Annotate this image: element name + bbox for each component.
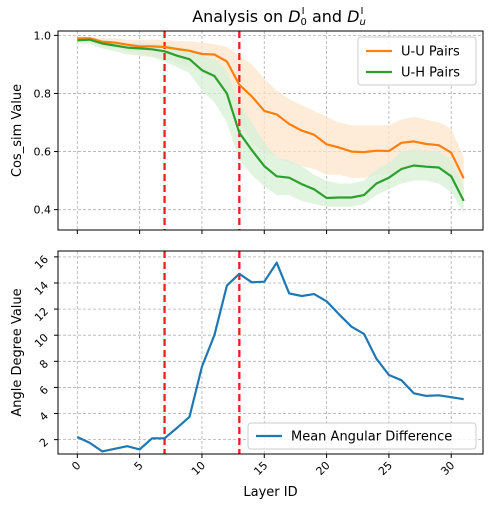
y-tick-label: 8 xyxy=(37,357,51,371)
figure-title: Analysis on DI 0 and DI u xyxy=(192,6,366,28)
x-tick-label: 25 xyxy=(376,459,395,478)
series-line xyxy=(77,38,465,202)
angle-vlines xyxy=(163,251,241,454)
y-tick-label: 2 xyxy=(37,436,51,450)
angle-panel: 2 4 6 8 10 12 14 16 0 5 10 15 20 25 30 Angle Degree Va… xyxy=(10,250,484,500)
confidence-band xyxy=(77,36,464,196)
y-tick-label: 0.8 xyxy=(34,87,52,100)
angle-legend: Mean Angular Difference xyxy=(247,422,477,450)
title-and: and xyxy=(307,7,347,26)
cos-sim-legend: U-U Pairs U-H Pairs xyxy=(357,36,477,86)
legend-box xyxy=(247,422,477,450)
x-tick-label: 0 xyxy=(69,459,83,473)
x-tick-label: 15 xyxy=(251,459,270,478)
y-tick-label: 0.4 xyxy=(34,204,52,217)
cos-sim-panel: 0.4 0.6 0.8 1.0 Cos_sim Value U-U Pairs U-H … xyxy=(10,29,484,234)
title-du-sup: I xyxy=(361,6,364,17)
y-tick-label: 16 xyxy=(32,253,51,272)
legend-label: U-H Pairs xyxy=(401,66,460,81)
series-line xyxy=(76,261,464,453)
title-text-main: Analysis on xyxy=(192,7,288,26)
title-du-sub: u xyxy=(359,17,365,28)
confidence-band xyxy=(77,37,464,213)
cos-sim-frame xyxy=(57,30,484,231)
angle-frame xyxy=(57,250,484,455)
x-tick-label: 5 xyxy=(132,459,146,473)
angle-lines xyxy=(76,261,464,453)
y-tick-label: 6 xyxy=(37,383,51,397)
legend-label: U-U Pairs xyxy=(401,45,460,60)
title-d0-sup: I xyxy=(302,6,305,17)
title-d0: D xyxy=(288,7,300,26)
y-tick-label: 1.0 xyxy=(34,29,52,42)
y-tick-label: 10 xyxy=(32,331,51,350)
cos-sim-lines xyxy=(77,37,465,202)
y-tick-label: 12 xyxy=(32,305,51,324)
y-tick-label: 4 xyxy=(37,409,51,423)
x-tick-label: 20 xyxy=(314,459,333,478)
cos-sim-bands xyxy=(77,36,464,213)
x-tick-label: 30 xyxy=(438,459,457,478)
title-du: D xyxy=(347,7,359,26)
angle-xlabel: Layer ID xyxy=(243,485,297,500)
x-tick-label: 10 xyxy=(189,459,208,478)
y-tick-label: 0.6 xyxy=(34,146,52,159)
angle-ylabel: Angle Degree Value xyxy=(10,288,25,416)
legend-label: Mean Angular Difference xyxy=(291,430,452,445)
cos-sim-ylabel: Cos_sim Value xyxy=(10,84,25,177)
series-line xyxy=(77,37,465,179)
cos-sim-ticks: 0.4 0.6 0.8 1.0 xyxy=(34,29,452,234)
title-d0-sub: 0 xyxy=(301,17,307,28)
y-tick-label: 14 xyxy=(32,279,51,298)
